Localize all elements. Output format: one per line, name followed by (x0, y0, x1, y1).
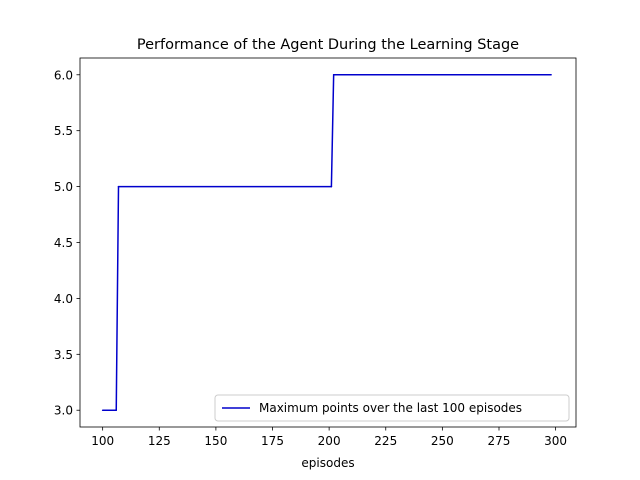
y-tick-label: 4.0 (54, 292, 73, 306)
chart-title: Performance of the Agent During the Lear… (137, 37, 519, 53)
x-tick-label: 300 (544, 434, 567, 448)
legend-box (214, 394, 570, 422)
x-axis-ticks: 100 125 150 175 200 225 250 275 300 (91, 427, 567, 448)
series-line (102, 74, 552, 411)
y-tick-label: 5.5 (54, 124, 73, 138)
data-point (332, 74, 335, 76)
legend: Maximum points over the last 100 episode… (214, 394, 570, 422)
y-tick-label: 6.0 (54, 68, 73, 82)
x-tick-label: 100 (91, 434, 114, 448)
x-tick-label: 225 (374, 434, 397, 448)
x-tick-label: 175 (261, 434, 284, 448)
y-tick-label: 3.5 (54, 348, 73, 362)
data-point (115, 409, 117, 411)
x-tick-label: 125 (148, 434, 171, 448)
x-tick-label: 200 (318, 434, 341, 448)
x-tick-label: 250 (431, 434, 454, 448)
y-tick-label: 4.5 (54, 236, 73, 250)
y-tick-label: 3.0 (54, 404, 73, 418)
y-axis-ticks: 3.0 3.5 4.0 4.5 5.0 5.5 6.0 (54, 68, 80, 418)
legend-label: Maximum points over the last 100 episode… (259, 401, 522, 415)
plot-area (101, 74, 552, 411)
data-point (550, 74, 552, 76)
data-point (117, 185, 120, 188)
x-tick-label: 150 (204, 434, 227, 448)
plot-frame (79, 57, 577, 428)
x-axis-label: episodes (301, 456, 354, 470)
y-tick-label: 5.0 (54, 180, 73, 194)
x-tick-label: 275 (488, 434, 511, 448)
data-point (330, 185, 333, 188)
data-point (101, 409, 104, 411)
